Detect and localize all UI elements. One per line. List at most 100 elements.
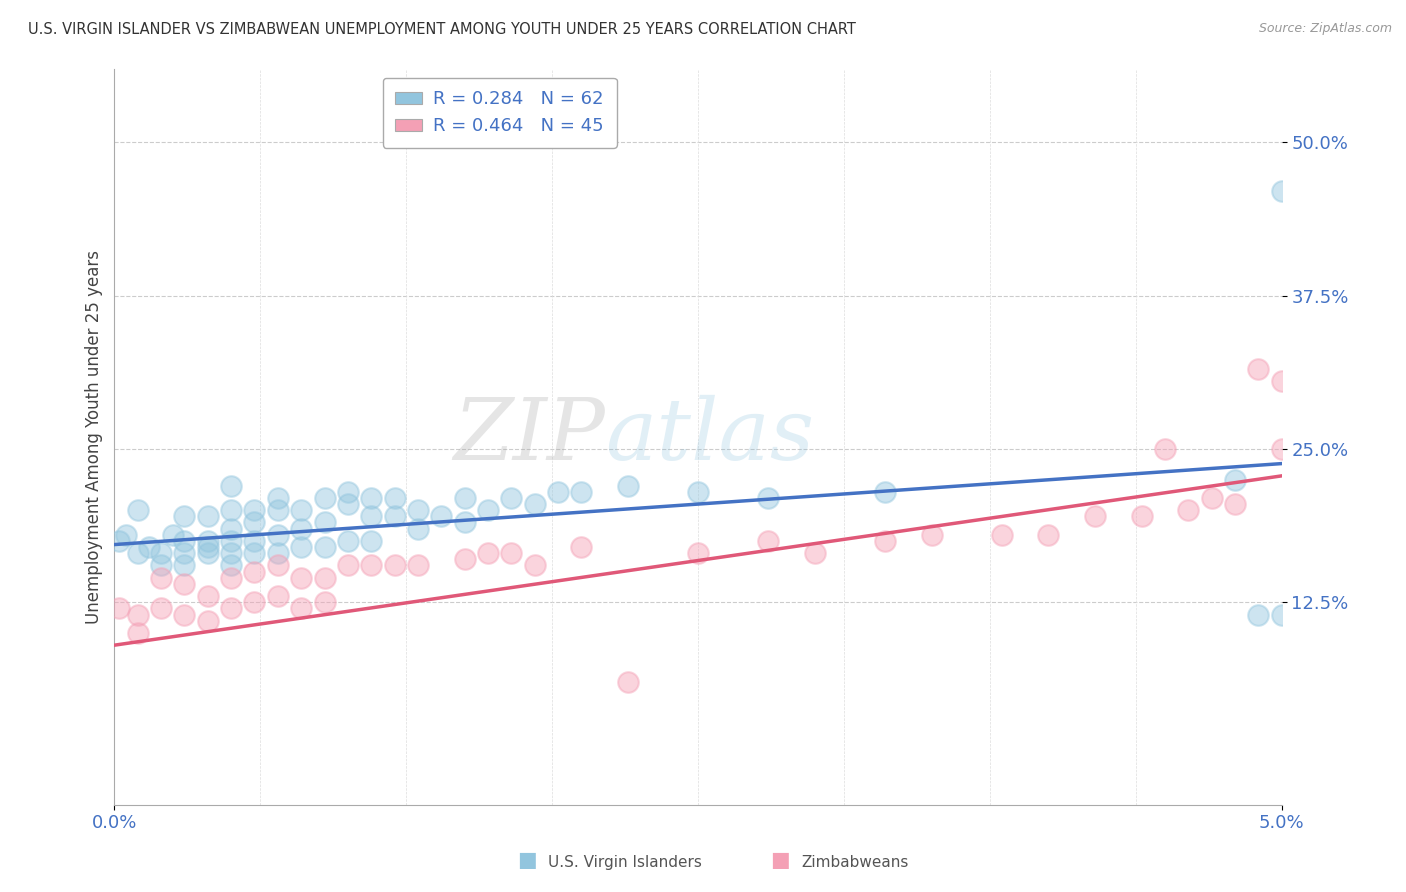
Point bbox=[108, 533, 131, 548]
Point bbox=[219, 503, 242, 517]
Point bbox=[406, 522, 429, 536]
Point bbox=[150, 558, 173, 573]
Point bbox=[115, 527, 138, 541]
Point bbox=[1271, 442, 1294, 456]
Point bbox=[127, 607, 149, 622]
Point bbox=[921, 527, 943, 541]
Point bbox=[336, 533, 359, 548]
Point bbox=[173, 533, 195, 548]
Text: ZIP: ZIP bbox=[453, 395, 605, 478]
Point bbox=[360, 509, 382, 524]
Point bbox=[267, 527, 290, 541]
Point bbox=[173, 558, 195, 573]
Point bbox=[617, 675, 640, 690]
Point bbox=[990, 527, 1012, 541]
Point bbox=[243, 546, 266, 560]
Point bbox=[197, 533, 219, 548]
Legend: R = 0.284   N = 62, R = 0.464   N = 45: R = 0.284 N = 62, R = 0.464 N = 45 bbox=[382, 78, 617, 148]
Point bbox=[384, 509, 406, 524]
Point bbox=[219, 546, 242, 560]
Point bbox=[314, 571, 336, 585]
Point bbox=[173, 607, 195, 622]
Point bbox=[804, 546, 827, 560]
Point bbox=[547, 484, 569, 499]
Text: Source: ZipAtlas.com: Source: ZipAtlas.com bbox=[1258, 22, 1392, 36]
Point bbox=[1271, 184, 1294, 198]
Point bbox=[219, 533, 242, 548]
Point bbox=[1154, 442, 1177, 456]
Point bbox=[501, 546, 523, 560]
Point bbox=[686, 484, 709, 499]
Point bbox=[162, 527, 184, 541]
Point bbox=[173, 577, 195, 591]
Point bbox=[243, 565, 266, 579]
Text: atlas: atlas bbox=[605, 395, 814, 478]
Point bbox=[453, 516, 475, 530]
Point bbox=[243, 595, 266, 609]
Point bbox=[173, 546, 195, 560]
Point bbox=[290, 601, 312, 615]
Point bbox=[197, 540, 219, 554]
Point bbox=[384, 491, 406, 505]
Point bbox=[314, 540, 336, 554]
Point bbox=[1271, 607, 1294, 622]
Point bbox=[290, 571, 312, 585]
Point bbox=[314, 516, 336, 530]
Point bbox=[569, 540, 592, 554]
Point bbox=[477, 503, 499, 517]
Point bbox=[1177, 503, 1199, 517]
Point bbox=[477, 546, 499, 560]
Point bbox=[1223, 473, 1246, 487]
Point bbox=[197, 614, 219, 628]
Point bbox=[243, 503, 266, 517]
Point bbox=[267, 589, 290, 603]
Point bbox=[138, 540, 160, 554]
Point bbox=[569, 484, 592, 499]
Point bbox=[523, 497, 546, 511]
Point bbox=[1038, 527, 1060, 541]
Point bbox=[336, 497, 359, 511]
Point bbox=[756, 533, 779, 548]
Point bbox=[150, 601, 173, 615]
Text: ■: ■ bbox=[770, 850, 790, 870]
Point bbox=[219, 601, 242, 615]
Point bbox=[1201, 491, 1223, 505]
Point bbox=[219, 571, 242, 585]
Point bbox=[219, 478, 242, 492]
Point bbox=[243, 533, 266, 548]
Point bbox=[873, 533, 896, 548]
Point bbox=[406, 503, 429, 517]
Text: U.S. VIRGIN ISLANDER VS ZIMBABWEAN UNEMPLOYMENT AMONG YOUTH UNDER 25 YEARS CORRE: U.S. VIRGIN ISLANDER VS ZIMBABWEAN UNEMP… bbox=[28, 22, 856, 37]
Point bbox=[1247, 607, 1270, 622]
Point bbox=[314, 595, 336, 609]
Point bbox=[360, 558, 382, 573]
Point bbox=[197, 589, 219, 603]
Point bbox=[290, 503, 312, 517]
Point bbox=[219, 522, 242, 536]
Point bbox=[360, 491, 382, 505]
Point bbox=[290, 522, 312, 536]
Point bbox=[267, 503, 290, 517]
Point bbox=[384, 558, 406, 573]
Point bbox=[267, 546, 290, 560]
Point bbox=[108, 601, 131, 615]
Point bbox=[267, 491, 290, 505]
Point bbox=[406, 558, 429, 573]
Point bbox=[453, 552, 475, 566]
Point bbox=[197, 509, 219, 524]
Point bbox=[150, 571, 173, 585]
Y-axis label: Unemployment Among Youth under 25 years: Unemployment Among Youth under 25 years bbox=[86, 250, 103, 624]
Point bbox=[219, 558, 242, 573]
Point bbox=[336, 484, 359, 499]
Point bbox=[1247, 362, 1270, 376]
Point bbox=[1084, 509, 1107, 524]
Point bbox=[290, 540, 312, 554]
Point bbox=[686, 546, 709, 560]
Point bbox=[127, 546, 149, 560]
Point bbox=[197, 546, 219, 560]
Text: ■: ■ bbox=[517, 850, 537, 870]
Text: Zimbabweans: Zimbabweans bbox=[801, 855, 908, 870]
Point bbox=[314, 491, 336, 505]
Point bbox=[336, 558, 359, 573]
Point bbox=[127, 626, 149, 640]
